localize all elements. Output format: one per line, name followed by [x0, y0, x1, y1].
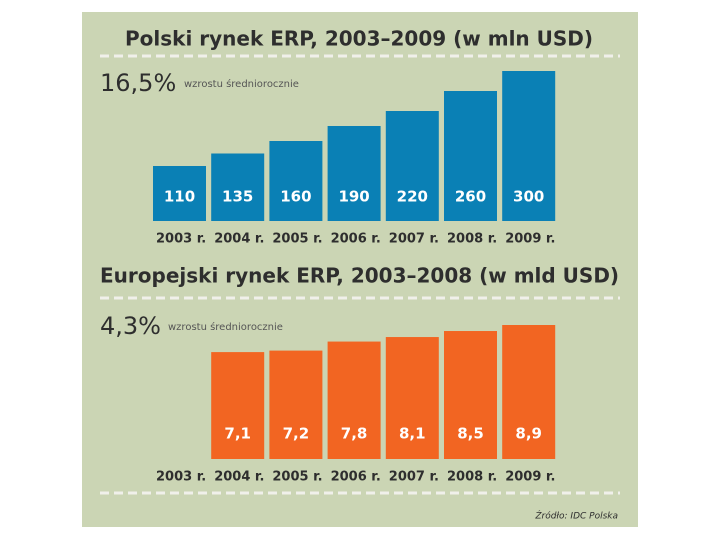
- bar: [502, 71, 556, 221]
- x-tick-label: 2005 r.: [272, 470, 322, 485]
- bar: [385, 111, 439, 221]
- x-tick-label: 2006 r.: [331, 470, 381, 485]
- x-tick-label: 2008 r.: [447, 232, 497, 247]
- bar: [269, 350, 323, 459]
- x-tick-label: 2004 r.: [214, 470, 264, 485]
- value-label: 7,1: [224, 425, 251, 443]
- x-tick-label: 2007 r.: [389, 470, 439, 485]
- headline: 4,3%: [100, 312, 161, 340]
- x-tick-label: 2004 r.: [214, 232, 264, 247]
- bar: [153, 166, 206, 221]
- x-tick-label: 2006 r.: [331, 232, 381, 247]
- value-label: 110: [164, 188, 195, 206]
- x-tick-label: 2008 r.: [447, 470, 497, 485]
- bar: [211, 352, 265, 459]
- chart-title: Polski rynek ERP, 2003–2009 (w mln USD): [125, 27, 593, 51]
- bar: [327, 126, 381, 221]
- bar: [269, 141, 323, 221]
- bar: [502, 325, 556, 459]
- x-tick-label: 2009 r.: [505, 470, 555, 485]
- bar: [327, 341, 381, 459]
- value-label: 135: [222, 188, 253, 206]
- source: Źródło: IDC Polska: [534, 510, 618, 522]
- value-label: 260: [455, 188, 486, 206]
- value-label: 190: [338, 188, 369, 206]
- bar: [444, 91, 497, 221]
- value-label: 300: [513, 188, 544, 206]
- x-tick-label: 2003 r.: [156, 470, 206, 485]
- headline: 16,5%: [100, 69, 176, 97]
- x-tick-label: 2005 r.: [272, 232, 322, 247]
- x-tick-label: 2009 r.: [505, 232, 555, 247]
- value-label: 8,1: [399, 425, 426, 443]
- value-label: 220: [397, 188, 428, 206]
- x-tick-label: 2007 r.: [389, 232, 439, 247]
- bar: [385, 337, 439, 459]
- bar: [211, 153, 265, 221]
- chart-title: Europejski rynek ERP, 2003–2008 (w mld U…: [100, 264, 619, 288]
- headline-caption: wzrostu średniorocznie: [184, 78, 299, 90]
- headline-caption: wzrostu średniorocznie: [168, 321, 283, 333]
- value-label: 8,9: [515, 425, 542, 443]
- value-label: 8,5: [457, 425, 484, 443]
- x-tick-label: 2003 r.: [156, 232, 206, 247]
- value-label: 7,8: [341, 425, 368, 443]
- bar: [444, 331, 497, 459]
- value-label: 7,2: [283, 425, 310, 443]
- value-label: 160: [280, 188, 311, 206]
